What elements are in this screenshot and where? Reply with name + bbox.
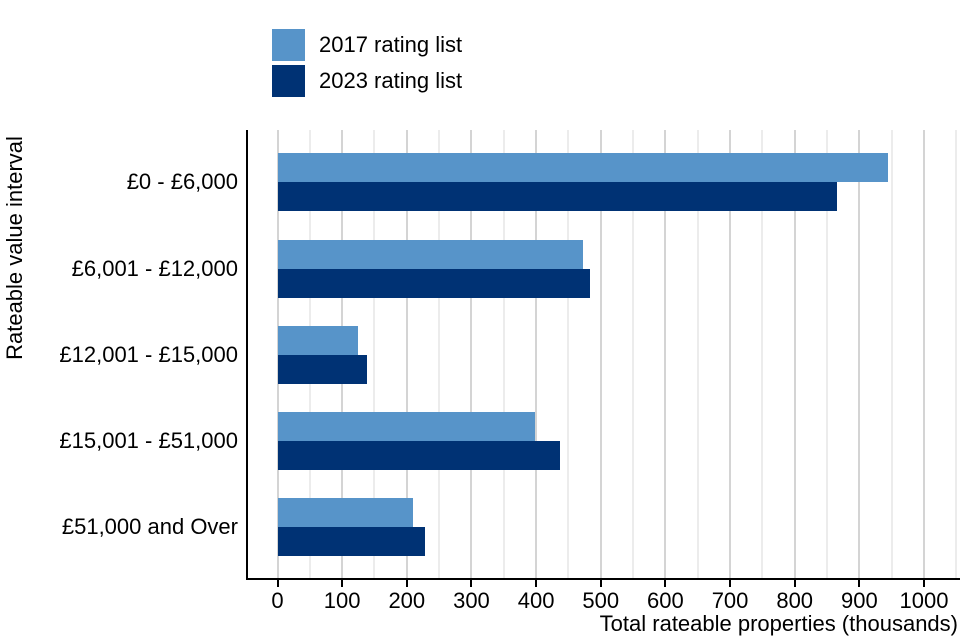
bar bbox=[277, 182, 837, 212]
major-gridline bbox=[405, 130, 408, 578]
legend: 2017 rating list 2023 rating list bbox=[272, 29, 462, 101]
category-axis-labels: £0 - £6,000 £6,001 - £12,000 £12,001 - £15… bbox=[0, 130, 238, 578]
legend-item: 2017 rating list bbox=[272, 29, 462, 61]
bar bbox=[277, 268, 591, 298]
legend-label: 2017 rating list bbox=[319, 32, 463, 57]
legend-label: 2023 rating list bbox=[319, 68, 463, 93]
x-tick-label: 1000 bbox=[899, 588, 949, 613]
major-gridline bbox=[535, 130, 538, 578]
major-gridline bbox=[923, 130, 925, 578]
minor-gridline bbox=[696, 130, 699, 578]
legend-swatch-icon bbox=[272, 29, 305, 61]
bar bbox=[277, 441, 561, 471]
x-axis-tick bbox=[599, 580, 602, 587]
legend-item: 2023 rating list bbox=[272, 65, 462, 97]
minor-gridline bbox=[890, 130, 893, 578]
bar bbox=[277, 527, 425, 557]
x-axis-line bbox=[246, 578, 960, 580]
bar bbox=[277, 412, 535, 442]
x-axis-tick bbox=[729, 580, 732, 587]
minor-gridline bbox=[826, 130, 829, 578]
bar bbox=[277, 239, 583, 269]
x-tick-label: 200 bbox=[388, 588, 426, 613]
category-label: £15,001 - £51,000 bbox=[59, 428, 238, 454]
x-axis-tick bbox=[923, 580, 925, 587]
x-axis-tick bbox=[405, 580, 408, 587]
y-axis-line bbox=[246, 130, 248, 580]
x-tick-label: 400 bbox=[517, 588, 555, 613]
x-tick-label: 900 bbox=[840, 588, 878, 613]
major-gridline bbox=[664, 130, 667, 578]
x-axis-title: Total rateable properties (thousands) bbox=[599, 611, 958, 636]
x-tick-label: 600 bbox=[647, 588, 684, 613]
x-axis-tick bbox=[470, 580, 473, 587]
major-gridline bbox=[599, 130, 602, 578]
bar bbox=[277, 325, 359, 355]
bar bbox=[277, 153, 889, 183]
x-tick-label: 0 bbox=[271, 588, 284, 613]
category-label: £0 - £6,000 bbox=[126, 169, 238, 195]
major-gridline bbox=[729, 130, 732, 578]
x-axis-tick bbox=[793, 580, 796, 587]
x-axis-tick bbox=[858, 580, 861, 587]
x-tick-label: 300 bbox=[453, 588, 490, 613]
x-axis-tick bbox=[535, 580, 538, 587]
category-label: £6,001 - £12,000 bbox=[71, 255, 238, 281]
x-tick-label: 100 bbox=[323, 588, 361, 613]
minor-gridline bbox=[955, 130, 958, 578]
x-axis-tick bbox=[664, 580, 667, 587]
minor-gridline bbox=[567, 130, 570, 578]
minor-gridline bbox=[373, 130, 376, 578]
x-tick-label: 500 bbox=[582, 588, 620, 613]
category-label: £51,000 and Over bbox=[61, 514, 238, 540]
major-gridline bbox=[858, 130, 861, 578]
major-gridline bbox=[470, 130, 473, 578]
x-axis-tick bbox=[276, 580, 279, 587]
category-label: £12,001 - £15,000 bbox=[59, 341, 238, 367]
minor-gridline bbox=[502, 130, 505, 578]
minor-gridline bbox=[761, 130, 764, 578]
x-axis-tick bbox=[341, 580, 344, 587]
x-tick-label: 800 bbox=[776, 588, 814, 613]
bar bbox=[277, 354, 367, 384]
legend-swatch-icon bbox=[272, 65, 305, 97]
minor-gridline bbox=[632, 130, 635, 578]
x-tick-label: 700 bbox=[711, 588, 749, 613]
major-gridline bbox=[793, 130, 796, 578]
minor-gridline bbox=[438, 130, 441, 578]
bar bbox=[277, 498, 414, 528]
plot-area: 0 100 200 300 400 500 600 700 800 900 1000 bbox=[246, 130, 960, 613]
